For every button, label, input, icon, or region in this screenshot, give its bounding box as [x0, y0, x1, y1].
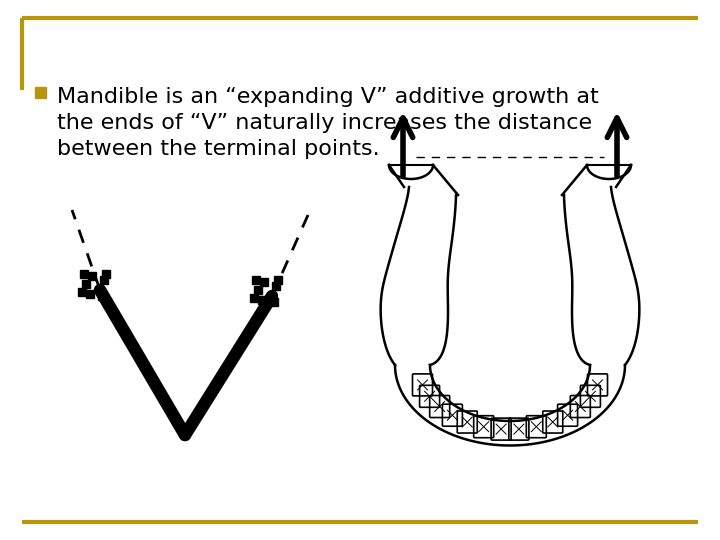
Bar	[35, 87, 46, 98]
Bar	[254, 286, 262, 294]
Bar	[260, 278, 268, 286]
Bar	[82, 280, 90, 288]
Bar	[88, 272, 96, 280]
Bar	[272, 282, 280, 290]
Bar	[100, 276, 108, 284]
Bar	[98, 292, 106, 300]
Bar	[252, 276, 260, 284]
Bar	[250, 294, 258, 302]
Bar	[274, 276, 282, 284]
Text: Mandible is an “expanding V” additive growth at: Mandible is an “expanding V” additive gr…	[57, 87, 599, 107]
Bar	[86, 290, 94, 298]
Bar	[78, 288, 86, 296]
Bar	[102, 270, 110, 278]
Bar	[270, 298, 278, 306]
Bar	[80, 270, 88, 278]
Bar	[258, 296, 266, 304]
Text: between the terminal points.: between the terminal points.	[57, 139, 379, 159]
Text: the ends of “V” naturally increases the distance: the ends of “V” naturally increases the …	[57, 113, 592, 133]
